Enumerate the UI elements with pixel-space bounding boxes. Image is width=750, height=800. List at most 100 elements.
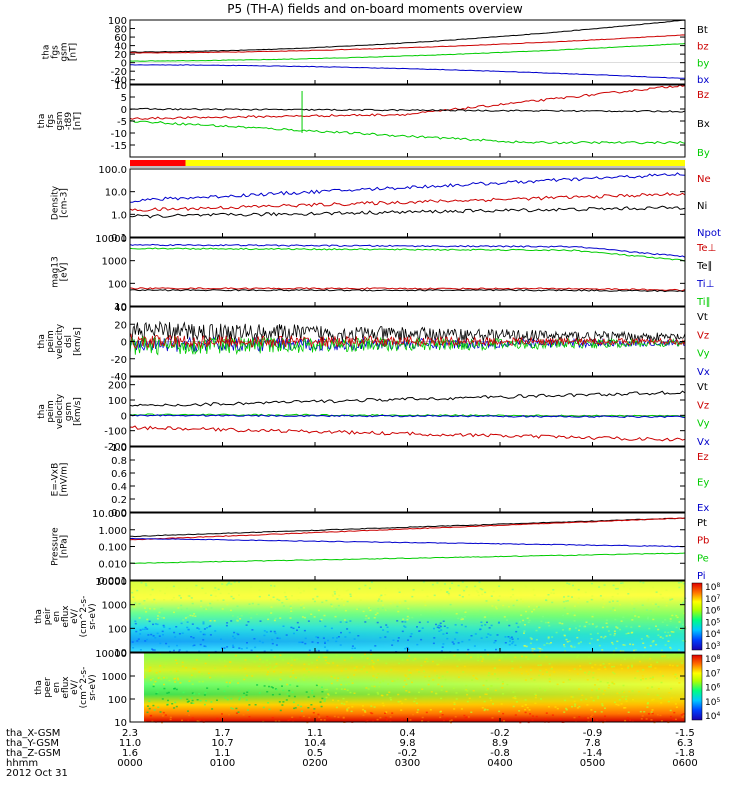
spectrogram-pixel [416, 626, 418, 628]
spectrogram-pixel [223, 647, 226, 649]
spectrogram-pixel [169, 716, 172, 719]
spectrogram-pixel [620, 703, 623, 705]
spectrogram-pixel [296, 685, 299, 687]
spectrogram-pixel [500, 703, 503, 705]
y-tick-label: 40 [114, 303, 127, 314]
spectrogram-pixel [158, 670, 161, 673]
legend-Bz: Bz [697, 90, 709, 101]
spectrogram-pixel [667, 631, 670, 634]
spectrogram-pixel [611, 666, 613, 668]
spectrogram-pixel [615, 588, 618, 590]
spectrogram-pixel [289, 617, 292, 619]
spectrogram-pixel [273, 670, 276, 673]
spectrogram-pixel [652, 586, 655, 589]
spectrogram-pixel [136, 640, 139, 642]
spectrogram-pixel [266, 659, 269, 661]
spectrogram-pixel [279, 617, 282, 619]
spectrogram-pixel [338, 594, 341, 597]
spectrogram-pixel [279, 654, 282, 656]
spectrogram-pixel [156, 623, 159, 626]
spectrogram-pixel [334, 593, 336, 595]
spectrogram-pixel [591, 689, 594, 691]
spectrogram-pixel [588, 671, 591, 673]
spectrogram-pixel [641, 677, 644, 680]
spectrogram-pixel [227, 592, 230, 595]
spectrogram-pixel [146, 618, 149, 621]
spectrogram-pixel [398, 601, 401, 603]
spectrogram-pixel [381, 702, 384, 704]
spectrogram-pixel [643, 646, 646, 649]
spectrogram-pixel [452, 687, 455, 689]
spectrogram-pixel [191, 699, 194, 702]
spectrogram-pixel [510, 636, 513, 638]
spectrogram-pixel [393, 680, 396, 682]
spectrogram-pixel [388, 691, 391, 693]
spectrogram-pixel [292, 720, 295, 723]
spectrogram-pixel [332, 637, 335, 639]
spectrogram-pixel [537, 606, 540, 608]
spectrogram-pixel [525, 610, 527, 613]
spectrogram-pixel [139, 629, 142, 631]
spectrogram-pixel [345, 621, 348, 623]
spectrogram-pixel [287, 719, 290, 722]
spectrogram-pixel [533, 648, 536, 650]
spectrogram-pixel [584, 671, 586, 674]
spectrogram-pixel [270, 686, 273, 688]
spectrogram-pixel [527, 621, 530, 624]
spectrogram-pixel [190, 597, 193, 599]
spectrogram-pixel [178, 633, 181, 635]
spectrogram-pixel [623, 707, 626, 709]
spectrogram-pixel [548, 642, 551, 645]
spectrogram-pixel [176, 644, 178, 647]
spectrogram-pixel [407, 639, 409, 641]
spectrogram-pixel [185, 587, 188, 590]
spectrogram-pixel [198, 693, 201, 695]
spectrogram-pixel [374, 645, 377, 647]
spectrogram-pixel [550, 592, 553, 594]
spectrogram-pixel [201, 680, 204, 683]
legend-Ez: Ez [697, 452, 709, 463]
spectrogram-pixel [631, 603, 634, 605]
spectrogram-pixel [382, 604, 384, 606]
spectrogram-pixel [439, 610, 442, 612]
spectrogram-pixel [304, 642, 307, 645]
spectrogram-pixel [534, 702, 537, 705]
spectrogram-pixel [366, 657, 369, 660]
spectrogram-pixel [425, 711, 428, 714]
y-tick-label: 0.8 [111, 456, 127, 467]
spectrogram-pixel [602, 606, 605, 608]
spectrogram-pixel [577, 588, 580, 591]
spectrogram-pixel [640, 638, 643, 640]
spectrogram-pixel [477, 594, 480, 597]
spectrogram-pixel [401, 621, 404, 623]
spectrogram-pixel [206, 687, 209, 689]
spectrogram-pixel [230, 697, 233, 700]
spectrogram-pixel [617, 704, 620, 706]
spectrogram-pixel [406, 647, 409, 649]
spectrogram-pixel [457, 584, 460, 587]
series-line-Bx [129, 107, 686, 113]
spectrogram-pixel [657, 688, 660, 690]
spectrogram-pixel [284, 596, 287, 598]
spectrogram-pixel [646, 635, 649, 637]
spectrogram-pixel [432, 642, 435, 645]
spectrogram-pixel [531, 612, 534, 614]
spectrogram-pixel [458, 659, 461, 661]
spectrogram-pixel [652, 676, 654, 678]
spectrogram-pixel [466, 693, 469, 696]
spectrogram-pixel [205, 700, 208, 702]
spectrogram-pixel [592, 676, 595, 679]
spectrogram-pixel [158, 635, 161, 637]
spectrogram-pixel [548, 680, 551, 683]
spectrogram-pixel [487, 601, 490, 604]
spectrogram-pixel [340, 683, 343, 686]
spectrogram-pixel [228, 667, 231, 670]
spectrogram-pixel [363, 612, 366, 614]
spectrogram-pixel [651, 712, 654, 715]
spectrogram-pixel [242, 696, 245, 698]
spectrogram-pixel [239, 667, 242, 669]
spectrogram-pixel [289, 684, 292, 686]
spectrogram-pixel [407, 607, 410, 610]
spectrogram-pixel [375, 676, 378, 679]
spectrogram-pixel [161, 715, 164, 717]
